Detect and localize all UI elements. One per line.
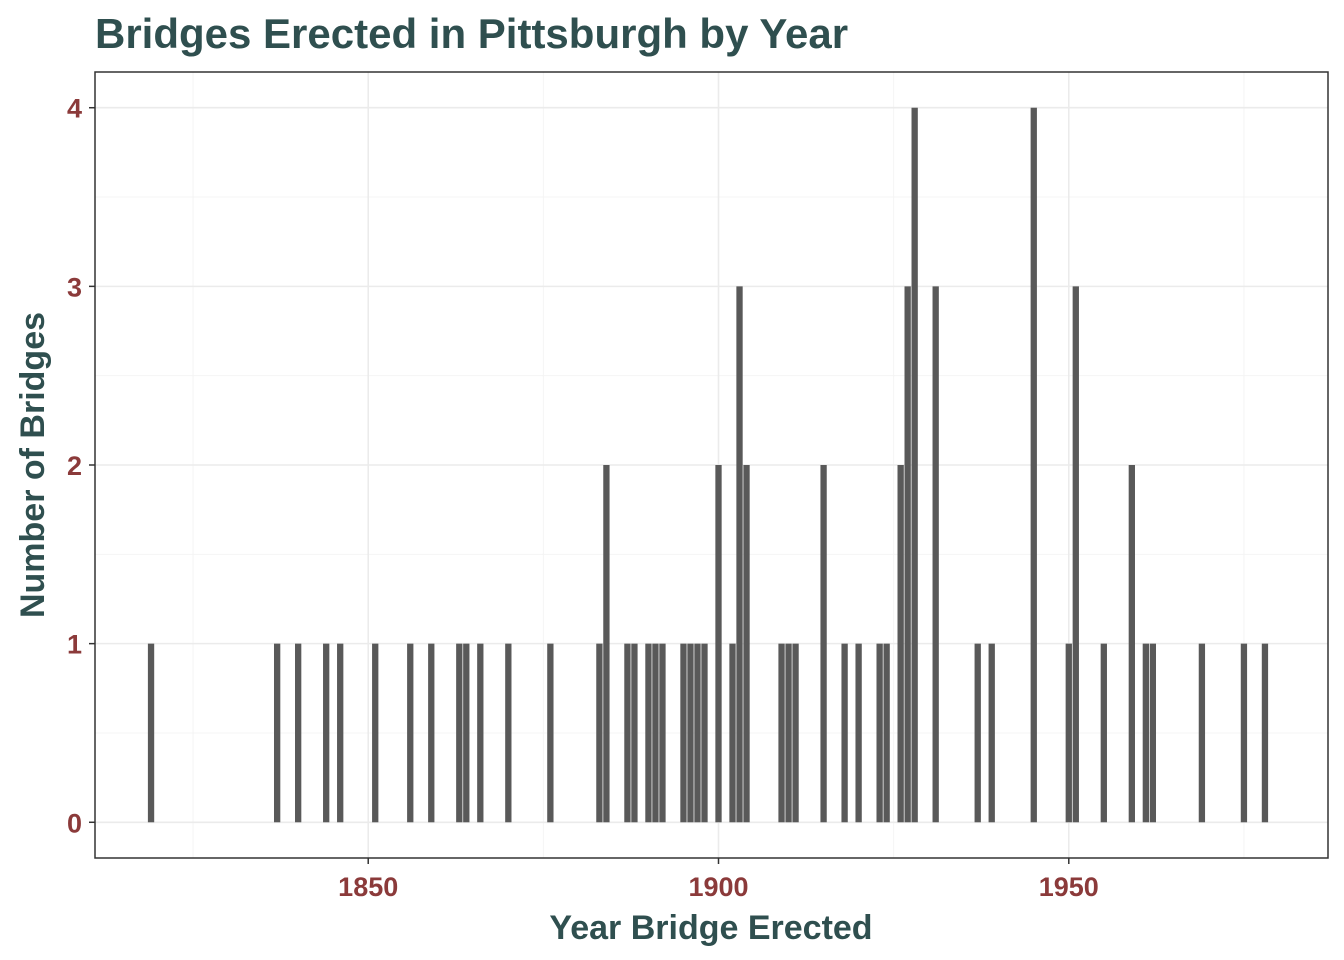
bar-1846 — [337, 643, 344, 823]
bar-1837 — [273, 643, 281, 823]
bar-1819 — [147, 643, 155, 823]
bar-1961 — [1142, 643, 1150, 823]
bar-1920 — [855, 643, 862, 823]
bar-1915 — [820, 465, 827, 823]
bar-1891 — [652, 643, 659, 823]
bars — [147, 107, 1269, 823]
bar-1945 — [1030, 107, 1037, 823]
bar-1844 — [323, 643, 330, 823]
bar-1939 — [988, 643, 995, 823]
bar-1840 — [295, 643, 302, 823]
bar-1870 — [505, 643, 512, 823]
bar-1951 — [1072, 286, 1079, 823]
bar-1859 — [428, 643, 435, 823]
bar-1876 — [547, 643, 554, 823]
bar-1895 — [680, 643, 687, 823]
bar-1903 — [736, 286, 743, 823]
y-tick-label: 4 — [67, 94, 82, 124]
bar-1884 — [603, 465, 610, 823]
bar-1890 — [645, 643, 652, 823]
bar-1883 — [596, 643, 603, 823]
bar-1887 — [624, 643, 631, 823]
y-tick-label: 0 — [67, 808, 82, 838]
y-tick-label: 3 — [67, 272, 82, 302]
bar-1888 — [631, 643, 638, 823]
bar-1866 — [477, 643, 484, 823]
bar-1856 — [407, 643, 414, 823]
bar-1928 — [911, 107, 918, 823]
x-axis-ticks: 1850 1900 1950 — [338, 858, 1099, 902]
bar-1924 — [883, 643, 890, 823]
bar-1900 — [715, 465, 722, 823]
y-tick-label: 1 — [67, 630, 82, 660]
bar-1937 — [974, 643, 981, 823]
bar-1902 — [729, 643, 736, 823]
bar-1926 — [897, 465, 904, 823]
bar-1911 — [792, 643, 799, 823]
x-tick-label: 1900 — [688, 872, 748, 902]
bar-1918 — [841, 643, 848, 823]
bar-1969 — [1198, 643, 1206, 823]
bar-1927 — [904, 286, 911, 823]
chart-title: Bridges Erected in Pittsburgh by Year — [95, 10, 848, 57]
bar-1923 — [876, 643, 883, 823]
bar-1978 — [1261, 643, 1269, 823]
y-tick-label: 2 — [67, 451, 82, 481]
bar-1975 — [1240, 643, 1248, 823]
bar-1955 — [1100, 643, 1107, 823]
y-axis-ticks: 0 1 2 3 4 — [67, 94, 95, 838]
bar-1896 — [687, 643, 694, 823]
bar-1898 — [701, 643, 708, 823]
bar-1904 — [743, 465, 750, 823]
x-tick-label: 1950 — [1039, 872, 1099, 902]
x-tick-label: 1850 — [338, 872, 398, 902]
bar-1959 — [1128, 465, 1135, 823]
bar-1909 — [778, 643, 785, 823]
bar-1931 — [932, 286, 939, 823]
x-axis-title: Year Bridge Erected — [549, 909, 872, 947]
bar-1892 — [659, 643, 666, 823]
bar-1864 — [463, 643, 470, 823]
bar-1950 — [1065, 643, 1072, 823]
bar-1962 — [1149, 643, 1157, 823]
bar-1897 — [694, 643, 701, 823]
bar-1910 — [785, 643, 792, 823]
y-axis-title: Number of Bridges — [14, 312, 52, 618]
bar-1851 — [372, 643, 379, 823]
bar-1863 — [456, 643, 463, 823]
